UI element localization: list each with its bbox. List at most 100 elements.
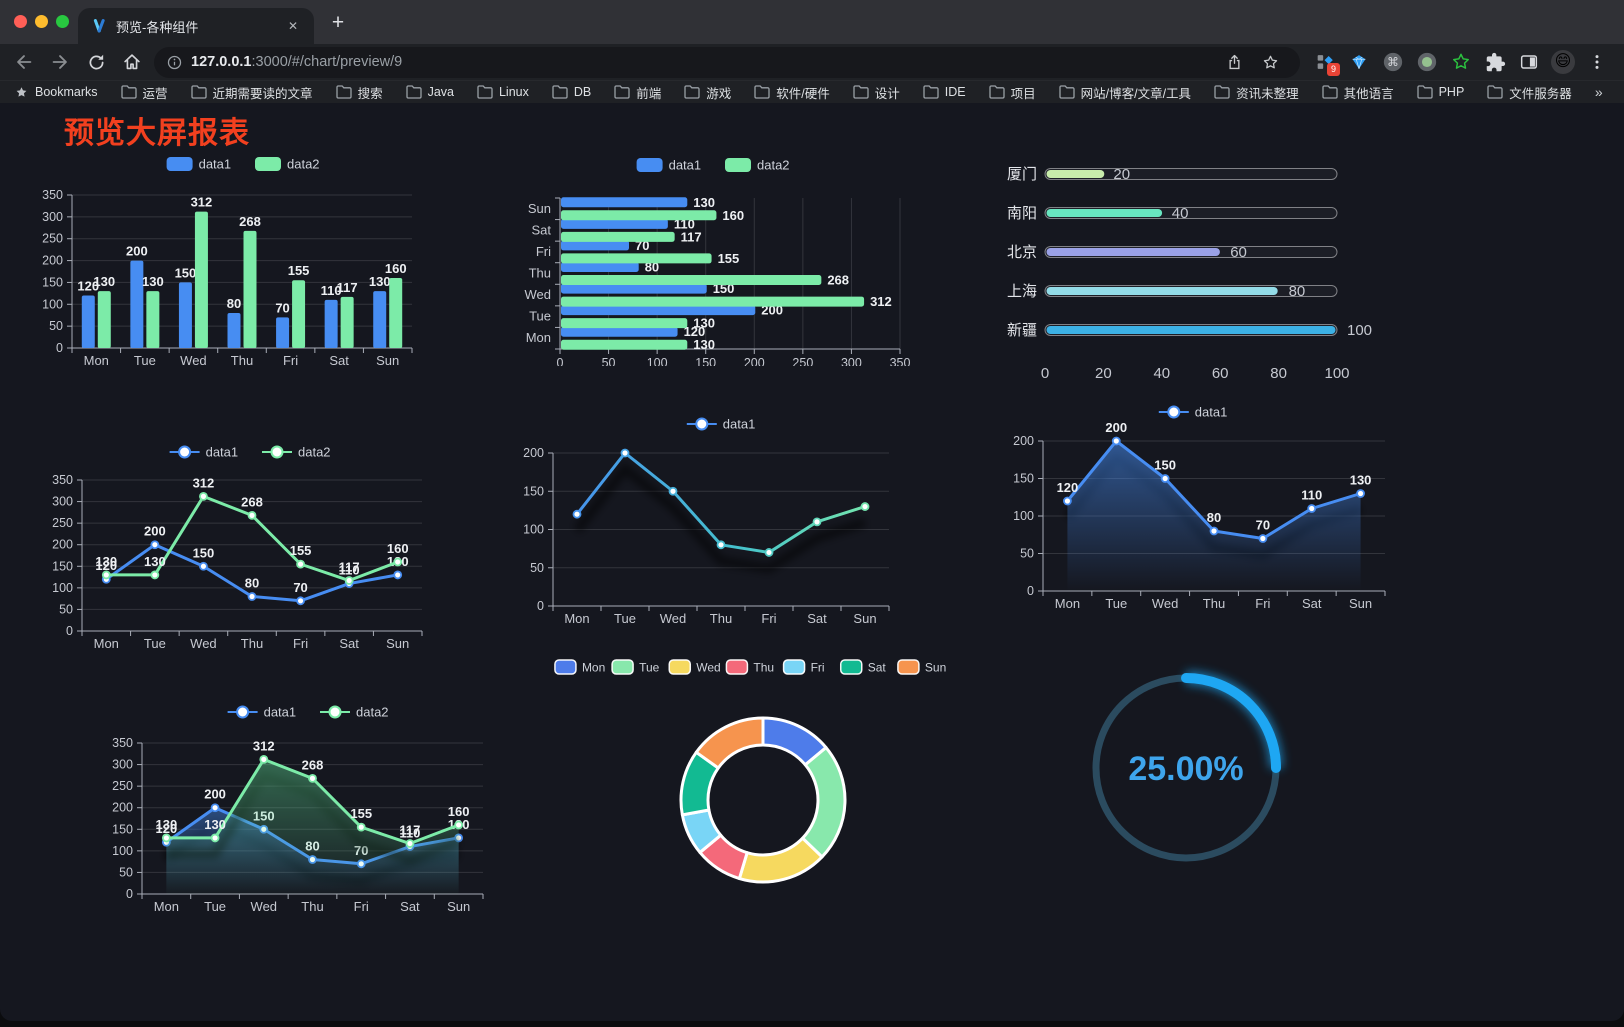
svg-text:data2: data2 [356, 705, 389, 720]
reload-button[interactable] [78, 47, 114, 77]
bookmark-folder[interactable]: Java [405, 85, 454, 99]
svg-text:Fri: Fri [536, 244, 551, 259]
svg-text:160: 160 [722, 208, 744, 223]
bookmark-folder-label: 文件服务器 [1509, 86, 1572, 101]
profile-avatar[interactable]: 😄 [1548, 47, 1578, 77]
svg-text:0: 0 [537, 599, 544, 613]
svg-text:150: 150 [42, 275, 63, 289]
bookmark-folder[interactable]: 设计 [853, 83, 900, 102]
svg-text:130: 130 [693, 316, 715, 331]
svg-text:110: 110 [321, 283, 342, 298]
svg-text:Sun: Sun [925, 661, 946, 675]
svg-text:268: 268 [239, 214, 261, 229]
bookmark-folder-label: Linux [498, 85, 529, 99]
svg-text:250: 250 [42, 232, 63, 246]
svg-text:117: 117 [681, 229, 702, 244]
bookmark-folder[interactable]: IDE [923, 85, 966, 99]
window-zoom-button[interactable] [56, 15, 69, 28]
svg-text:Sun: Sun [447, 899, 470, 913]
bookmark-folder-label: IDE [944, 85, 966, 99]
menu-kebab-icon[interactable] [1582, 47, 1612, 77]
svg-text:50: 50 [602, 356, 616, 366]
extension-star-icon[interactable] [1446, 47, 1476, 77]
extensions-puzzle-icon[interactable] [1480, 47, 1510, 77]
extension-command-icon[interactable]: ⌘ [1378, 47, 1408, 77]
svg-text:100: 100 [1324, 365, 1349, 382]
bookmark-folder[interactable]: PHP [1416, 85, 1465, 99]
svg-text:120: 120 [684, 324, 706, 339]
svg-text:Fri: Fri [354, 899, 369, 913]
bookmark-folder[interactable]: 搜索 [335, 83, 383, 102]
folder-icon [477, 85, 493, 99]
extension-grid-icon[interactable]: 9 [1310, 47, 1340, 77]
extension-gem-icon[interactable] [1344, 47, 1374, 77]
bookmark-star-button[interactable] [1252, 47, 1288, 77]
dual-area-chart: data1 data2 0 50 100 150 200 250 300 350 Mon Tue Wed… [100, 668, 520, 913]
svg-text:160: 160 [385, 261, 407, 276]
bookmark-folder[interactable]: 运营 [120, 83, 168, 102]
svg-text:70: 70 [293, 580, 307, 595]
svg-text:Sun: Sun [386, 636, 409, 651]
svg-text:data1: data1 [669, 158, 702, 173]
svg-text:110: 110 [1301, 488, 1322, 503]
bookmark-folder[interactable]: 前端 [614, 83, 661, 102]
svg-text:Wed: Wed [180, 353, 207, 366]
svg-text:Mon: Mon [564, 611, 589, 626]
bookmark-folder[interactable]: DB [552, 85, 591, 99]
svg-text:150: 150 [175, 265, 197, 280]
window-minimize-button[interactable] [35, 15, 48, 28]
svg-text:50: 50 [1020, 547, 1034, 561]
svg-text:Tue: Tue [204, 899, 226, 913]
bookmark-folder[interactable]: 近期需要读的文章 [190, 83, 313, 102]
svg-text:Thu: Thu [231, 353, 253, 366]
svg-text:Tue: Tue [1105, 596, 1127, 611]
svg-text:120: 120 [77, 279, 99, 294]
bookmark-folder[interactable]: 游戏 [684, 83, 731, 102]
home-button[interactable] [114, 47, 150, 77]
browser-tab[interactable]: 预览-各种组件 ✕ [78, 8, 314, 44]
folder-icon [1416, 85, 1433, 99]
site-info-icon[interactable] [166, 54, 183, 71]
bookmark-folder[interactable]: 网站/博客/文章/工具 [1058, 83, 1191, 102]
bookmark-folder-label: PHP [1438, 85, 1465, 99]
svg-text:155: 155 [350, 806, 372, 821]
bookmark-folder[interactable]: Linux [477, 85, 529, 99]
svg-text:300: 300 [42, 210, 63, 224]
forward-button[interactable] [42, 47, 78, 77]
bookmark-folder[interactable]: 文件服务器 [1487, 83, 1572, 102]
tab-close-icon[interactable]: ✕ [287, 19, 298, 33]
bookmark-folder[interactable]: 资讯未整理 [1214, 83, 1299, 102]
svg-text:Sat: Sat [531, 222, 551, 237]
bookmark-folder-label: 项目 [1010, 86, 1036, 101]
svg-text:data1: data1 [199, 157, 232, 172]
folder-icon [923, 85, 939, 99]
share-button[interactable] [1216, 47, 1252, 77]
svg-text:110: 110 [339, 563, 360, 578]
svg-text:Fri: Fri [761, 611, 776, 626]
svg-text:data1: data1 [264, 705, 297, 720]
bookmarks-manager[interactable]: Bookmarks [14, 85, 98, 100]
window-close-button[interactable] [14, 15, 27, 28]
bookmark-folder[interactable]: 其他语言 [1321, 83, 1394, 102]
svg-text:新疆: 新疆 [1007, 322, 1037, 339]
sidebar-toggle-icon[interactable] [1514, 47, 1544, 77]
svg-text:Wed: Wed [1152, 596, 1179, 611]
svg-text:40: 40 [1153, 365, 1170, 382]
svg-text:130: 130 [204, 817, 226, 832]
extension-record-icon[interactable] [1412, 47, 1442, 77]
bookmarks-overflow-chevron[interactable]: » [1594, 84, 1603, 100]
address-bar[interactable]: 127.0.0.1:3000/#/chart/preview/9 [154, 46, 1300, 78]
svg-text:data1: data1 [206, 445, 239, 460]
folder-icon [614, 85, 630, 99]
back-button[interactable] [6, 47, 42, 77]
svg-text:155: 155 [288, 263, 310, 278]
bookmarks-label: Bookmarks [35, 85, 98, 99]
svg-text:350: 350 [52, 473, 73, 487]
bookmark-folder[interactable]: 项目 [988, 83, 1036, 102]
folder-icon [853, 85, 869, 99]
svg-text:100: 100 [52, 581, 73, 595]
bookmark-folder[interactable]: 软件/硬件 [754, 83, 830, 102]
svg-text:data1: data1 [1195, 405, 1228, 420]
svg-text:Thu: Thu [753, 661, 774, 675]
new-tab-button[interactable]: + [331, 11, 345, 34]
